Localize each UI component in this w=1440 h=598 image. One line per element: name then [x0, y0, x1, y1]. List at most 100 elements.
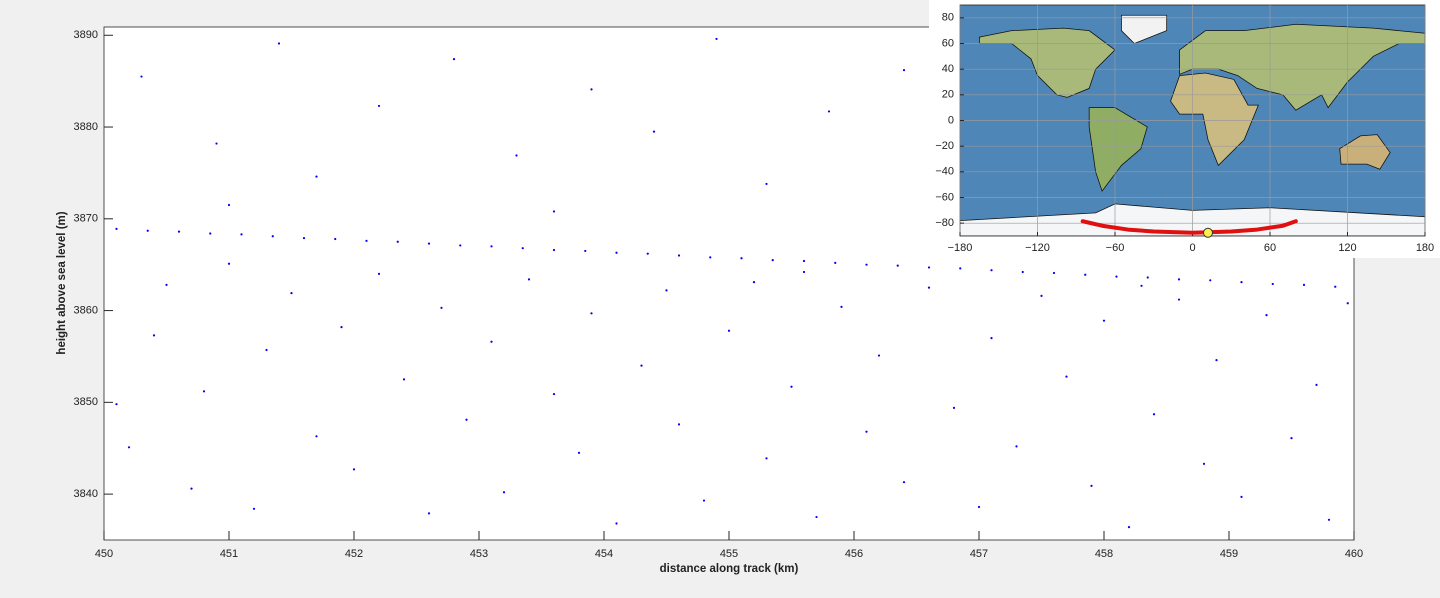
data-point	[1202, 462, 1206, 465]
data-point	[771, 258, 774, 262]
data-point	[334, 237, 337, 241]
data-point	[1102, 319, 1106, 322]
data-point	[502, 491, 506, 494]
data-point	[521, 247, 524, 250]
x-tick-label: −60	[1106, 242, 1125, 254]
data-point	[252, 507, 256, 510]
data-point	[646, 252, 649, 255]
data-point	[440, 306, 443, 309]
y-tick-label: 20	[942, 89, 954, 101]
data-point	[1265, 314, 1268, 317]
data-point	[740, 257, 743, 260]
data-point	[665, 289, 668, 292]
data-point	[427, 512, 431, 515]
data-point	[490, 245, 493, 248]
y-tick-label: 3890	[74, 29, 98, 41]
x-tick-label: 460	[1345, 548, 1363, 560]
data-point	[127, 446, 131, 449]
x-tick-label: 180	[1416, 242, 1434, 254]
map-plot: −180 −120 −60 0 60 120 180 −80 −60 −40 −20 0 20 40 60 8…	[935, 5, 1434, 254]
data-point	[1334, 285, 1337, 288]
australia	[1339, 134, 1391, 170]
data-point	[577, 451, 581, 454]
x-tick-label: 456	[845, 548, 863, 560]
data-point	[877, 354, 881, 357]
data-point	[927, 266, 931, 269]
data-point	[1302, 283, 1306, 286]
data-point	[377, 272, 381, 275]
data-point	[290, 292, 293, 295]
data-point	[615, 522, 618, 525]
data-point	[527, 278, 531, 281]
data-point	[1346, 302, 1349, 305]
data-point	[640, 364, 643, 367]
data-point	[115, 403, 118, 406]
data-point	[590, 312, 593, 315]
north-america	[978, 27, 1116, 98]
data-point	[1127, 526, 1131, 529]
data-point	[1271, 282, 1274, 286]
data-point	[952, 406, 956, 409]
data-point	[1090, 484, 1093, 487]
data-point	[427, 242, 431, 245]
x-axis-label: distance along track (km)	[660, 563, 799, 575]
data-point	[1177, 278, 1181, 281]
data-point	[465, 418, 468, 421]
x-tick-label: 120	[1338, 242, 1356, 254]
data-point	[709, 256, 712, 259]
y-tick-label: 80	[942, 12, 954, 24]
data-point	[1209, 279, 1212, 282]
x-tick-label: 452	[345, 548, 363, 560]
x-tick-label: −120	[1025, 242, 1050, 254]
data-point	[396, 240, 399, 243]
data-point	[959, 267, 962, 270]
data-point	[790, 385, 793, 388]
data-point	[1040, 294, 1043, 297]
data-point	[990, 337, 993, 340]
data-point	[815, 515, 818, 519]
data-point	[552, 392, 556, 396]
y-tick-label: 0	[948, 114, 954, 126]
data-point	[834, 261, 837, 264]
x-tick-label: 451	[220, 548, 238, 560]
data-point	[702, 499, 706, 502]
x-tick-label: 459	[1220, 548, 1238, 560]
data-point	[315, 435, 318, 438]
data-point	[227, 262, 231, 265]
data-point	[590, 88, 593, 91]
main-plot: 450 451 452 453 454 455 456 457 458 459 460 3840 385…	[74, 29, 1364, 560]
data-point	[1021, 270, 1024, 274]
data-point	[452, 58, 456, 61]
y-tick-label: −60	[935, 191, 954, 203]
track-line	[1080, 219, 1298, 235]
x-tick-label: 457	[970, 548, 988, 560]
data-point	[902, 481, 906, 484]
data-point	[1052, 271, 1056, 275]
data-point	[584, 249, 587, 253]
data-point	[352, 468, 356, 471]
x-tick-label: 455	[720, 548, 738, 560]
data-point	[1084, 273, 1087, 276]
data-point	[1015, 445, 1018, 448]
data-point	[202, 390, 206, 393]
y-tick-label: −80	[935, 217, 954, 229]
data-point	[1152, 413, 1156, 416]
data-point	[1240, 495, 1243, 498]
data-point	[765, 182, 768, 186]
data-point	[902, 69, 906, 72]
data-point	[1140, 284, 1143, 287]
data-point	[152, 334, 156, 337]
data-point	[215, 142, 218, 145]
data-point	[271, 235, 274, 238]
y-tick-label: 3850	[74, 396, 98, 408]
data-point	[1146, 276, 1149, 279]
data-point	[140, 75, 143, 78]
data-point	[365, 239, 368, 242]
data-point	[302, 236, 306, 240]
x-tick-label: 458	[1095, 548, 1113, 560]
greenland	[1121, 14, 1168, 44]
x-tick-label: 454	[595, 548, 613, 560]
y-tick-label: −40	[935, 166, 954, 178]
data-point	[552, 248, 556, 252]
